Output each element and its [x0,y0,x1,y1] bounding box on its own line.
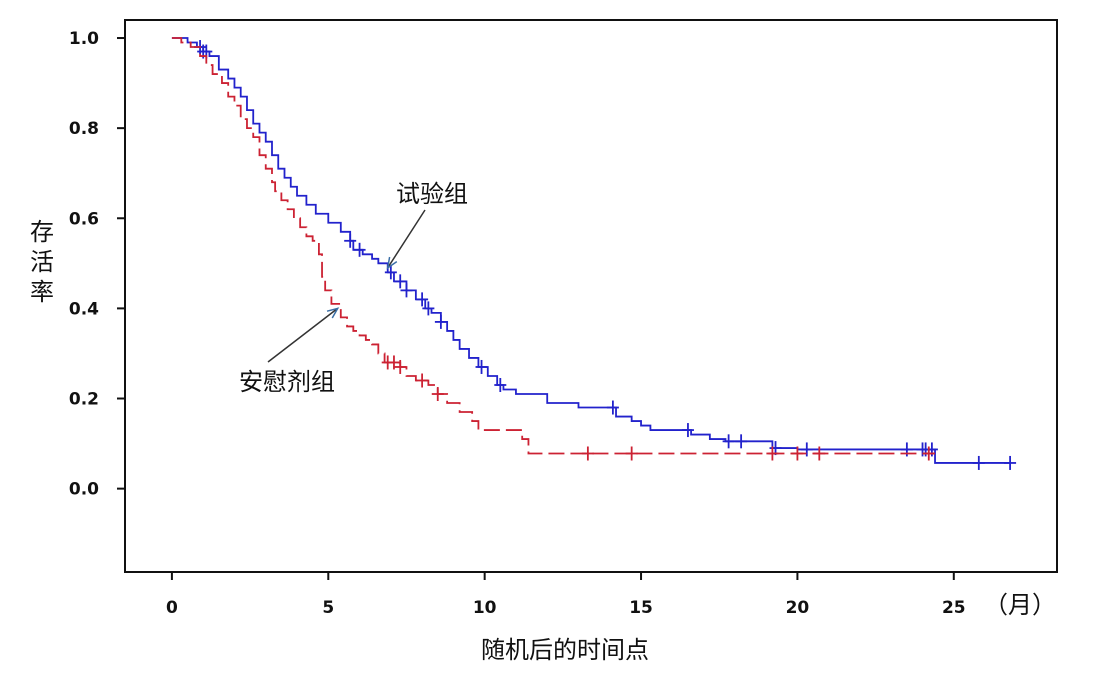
survival-curve [171,37,1011,464]
x-axis-title: 随机后的时间点 [481,636,649,664]
x-tick-label: 5 [322,598,334,618]
y-tick-label: 0.4 [69,299,99,319]
x-axis: 0 5 10 15 20 25 [166,572,966,618]
y-tick-label: 0.0 [69,480,99,500]
series-solid [171,37,1017,470]
x-tick-label: 15 [629,598,653,618]
plot-frame [124,19,1058,573]
annotation-label: 试验组 [396,180,468,208]
y-tick-label: 1.0 [69,29,99,49]
y-axis: 0.0 0.2 0.4 0.6 0.8 1.0 [69,29,125,500]
survival-curve [171,37,936,455]
x-tick-label: 0 [166,598,178,618]
annotation-arrow [267,307,339,363]
y-tick-label: 0.8 [69,119,99,139]
annotation-arrowhead [386,256,398,270]
y-tick-label: 0.6 [69,209,99,229]
annotation-arrow [387,209,426,269]
x-tick-label: 10 [473,598,497,618]
series-dashed [171,37,936,461]
y-axis-title: 存活率 [30,218,54,306]
x-tick-label: 20 [786,598,810,618]
series-layer [171,37,1017,470]
annotation-label: 安慰剂组 [239,368,335,396]
x-tick-label: 25 [942,598,966,618]
annotation-arrowhead [326,307,340,319]
y-tick-label: 0.2 [69,390,99,410]
x-axis-unit: （月） [984,591,1056,619]
